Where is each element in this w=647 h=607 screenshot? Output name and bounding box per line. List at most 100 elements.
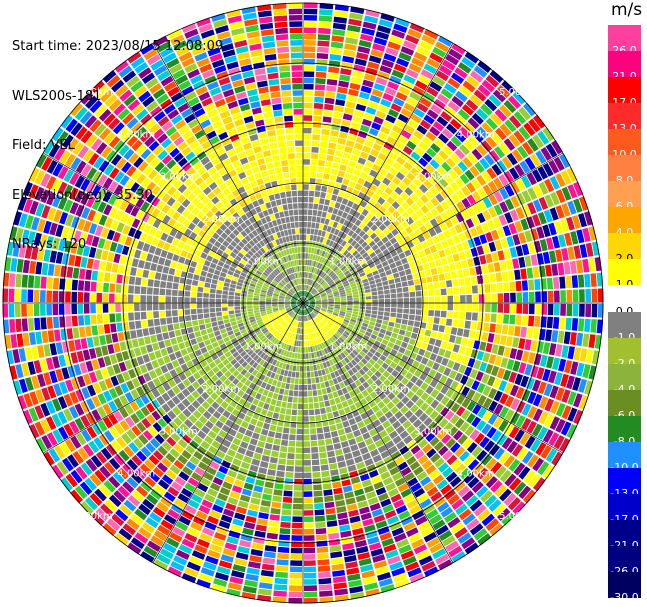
radar-gate bbox=[303, 334, 305, 341]
radar-gate bbox=[202, 561, 217, 571]
radar-gate bbox=[335, 99, 346, 107]
radar-gate bbox=[274, 577, 288, 585]
radar-gate bbox=[281, 321, 286, 326]
radar-gate bbox=[280, 320, 285, 325]
radar-gate bbox=[34, 317, 41, 331]
radar-gate bbox=[538, 396, 549, 410]
radar-gate bbox=[432, 121, 445, 132]
radar-gate bbox=[350, 521, 363, 530]
radar-gate bbox=[243, 334, 250, 341]
radar-gate bbox=[379, 271, 387, 278]
radar-gate bbox=[328, 281, 335, 286]
radar-gate bbox=[303, 290, 305, 297]
radar-gate bbox=[260, 291, 267, 295]
radar-gate bbox=[341, 479, 351, 487]
radar-gate bbox=[117, 467, 130, 480]
radar-gate bbox=[375, 410, 384, 419]
radar-gate bbox=[465, 285, 472, 294]
radar-gate bbox=[34, 405, 45, 420]
radar-gate bbox=[466, 400, 477, 412]
radar-gate bbox=[123, 499, 137, 512]
radar-gate bbox=[349, 334, 356, 340]
radar-gate bbox=[265, 322, 272, 327]
radar-gate bbox=[522, 450, 534, 465]
radar-gate bbox=[494, 484, 508, 498]
radar-gate bbox=[17, 196, 28, 211]
radar-gate bbox=[262, 422, 271, 430]
radar-gate bbox=[233, 328, 240, 334]
radar-gate bbox=[503, 292, 510, 303]
radar-gate bbox=[52, 356, 61, 369]
radar-gate bbox=[263, 376, 270, 383]
radar-gate bbox=[303, 315, 305, 322]
radar-gate bbox=[406, 96, 419, 107]
radar-gate bbox=[46, 400, 56, 415]
radar-gate bbox=[314, 261, 319, 268]
radar-gate bbox=[417, 363, 426, 372]
radar-gate bbox=[349, 82, 361, 91]
radar-gate bbox=[194, 420, 204, 430]
radar-gates bbox=[2, 2, 604, 604]
radar-gate bbox=[518, 485, 532, 500]
radar-gate bbox=[409, 303, 416, 309]
radar-gate bbox=[308, 396, 314, 403]
radar-gate bbox=[566, 289, 573, 303]
radar-gate bbox=[162, 414, 172, 424]
radar-gate bbox=[432, 324, 439, 332]
radar-gate bbox=[527, 201, 537, 215]
radar-gate bbox=[194, 466, 206, 477]
radar-gate bbox=[347, 573, 361, 582]
radar-gate bbox=[567, 346, 575, 360]
radar-gate bbox=[294, 478, 303, 485]
radar-gate bbox=[245, 337, 252, 344]
radar-gate bbox=[347, 361, 354, 369]
radar-gate bbox=[365, 394, 373, 403]
radar-gate bbox=[263, 487, 273, 495]
radar-gate bbox=[273, 489, 283, 496]
radar-gate bbox=[303, 340, 306, 347]
radar-gate bbox=[103, 324, 111, 334]
radar-gate bbox=[142, 354, 151, 363]
radar-gate bbox=[521, 190, 532, 203]
radar-gate bbox=[307, 259, 310, 266]
radar-gate bbox=[359, 328, 366, 334]
radar-gate bbox=[252, 398, 260, 406]
radar-gate bbox=[87, 384, 97, 397]
radar-gate bbox=[350, 318, 357, 323]
radar-gate bbox=[306, 308, 311, 314]
radar-gate bbox=[296, 428, 303, 435]
radar-gate bbox=[113, 253, 121, 264]
radar-gate bbox=[236, 506, 247, 515]
radar-gate bbox=[497, 345, 505, 356]
radar-gate bbox=[235, 313, 242, 318]
radar-gate bbox=[334, 306, 341, 309]
radar-gate bbox=[214, 532, 227, 541]
radar-gate bbox=[527, 187, 538, 201]
radar-gate bbox=[124, 404, 134, 415]
radar-gate bbox=[451, 95, 464, 108]
radar-gate bbox=[247, 294, 254, 298]
radar-gate bbox=[312, 209, 318, 216]
radar-gate bbox=[279, 327, 285, 334]
radar-gate bbox=[209, 337, 217, 344]
radar-gate bbox=[326, 154, 334, 162]
radar-gate bbox=[330, 469, 339, 476]
radar-gate bbox=[366, 341, 374, 347]
radar-gate bbox=[516, 292, 523, 303]
radar-gate bbox=[349, 515, 361, 524]
radar-gate bbox=[570, 361, 579, 375]
radar-gate bbox=[225, 326, 233, 332]
radar-gate bbox=[227, 469, 238, 479]
radar-gate bbox=[278, 534, 291, 541]
radar-gate bbox=[346, 398, 354, 406]
radar-gate bbox=[326, 373, 332, 381]
radar-gate bbox=[190, 260, 198, 268]
radar-gate bbox=[194, 488, 206, 498]
radar-gate bbox=[407, 280, 415, 286]
radar-gate bbox=[479, 234, 488, 245]
radar-gate bbox=[196, 292, 203, 298]
radar-gate bbox=[364, 354, 371, 362]
radar-gate bbox=[262, 329, 269, 335]
radar-gate bbox=[331, 274, 337, 279]
radar-gate bbox=[327, 296, 334, 299]
